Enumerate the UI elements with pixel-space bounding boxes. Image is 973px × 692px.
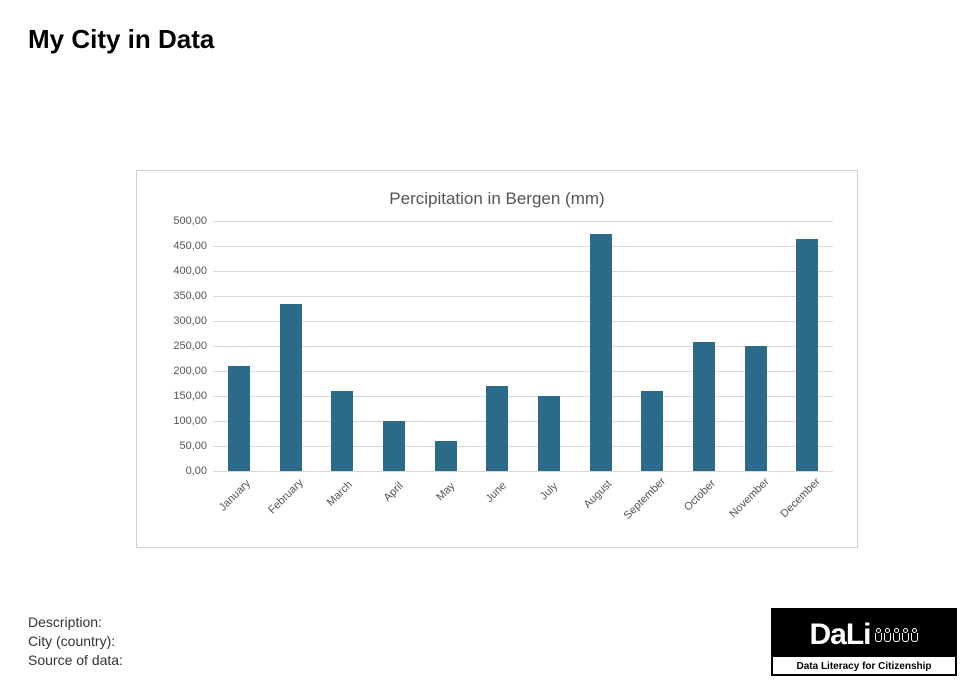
bar-slot	[781, 221, 833, 471]
x-label-slot: February	[265, 477, 317, 537]
bar	[693, 342, 715, 471]
x-label-slot: January	[213, 477, 265, 537]
x-tick-label: April	[381, 480, 405, 504]
x-label-slot: October	[678, 477, 730, 537]
y-tick-label: 250,00	[173, 340, 207, 352]
bar	[280, 304, 302, 472]
person-icon	[884, 628, 892, 642]
bar-slot	[575, 221, 627, 471]
x-tick-label: March	[325, 479, 355, 509]
bar	[538, 396, 560, 471]
bar-slot	[523, 221, 575, 471]
bar	[590, 234, 612, 472]
y-tick-label: 300,00	[173, 315, 207, 327]
plot-area: 0,0050,00100,00150,00200,00250,00300,003…	[213, 221, 833, 471]
x-tick-label: September	[622, 475, 669, 522]
logo-word: DaLi	[809, 618, 870, 652]
meta-description-label: Description:	[28, 613, 123, 632]
bar	[745, 346, 767, 471]
bar-slot	[368, 221, 420, 471]
y-tick-label: 350,00	[173, 290, 207, 302]
meta-city-label: City (country):	[28, 632, 123, 651]
logo-people-icon	[875, 628, 919, 642]
dali-logo: DaLi Data Literacy for Citizenship	[771, 608, 957, 676]
y-tick-label: 450,00	[173, 240, 207, 252]
y-tick-label: 0,00	[186, 465, 207, 477]
bar-slot	[626, 221, 678, 471]
x-tick-label: December	[779, 476, 823, 520]
y-tick-label: 500,00	[173, 215, 207, 227]
x-tick-label: August	[581, 478, 614, 511]
x-label-slot: August	[575, 477, 627, 537]
person-icon	[893, 628, 901, 642]
y-tick-label: 100,00	[173, 415, 207, 427]
meta-block: Description: City (country): Source of d…	[28, 613, 123, 670]
gridline	[213, 471, 833, 472]
x-label-slot: June	[471, 477, 523, 537]
bar-slot	[265, 221, 317, 471]
bar	[331, 391, 353, 471]
x-tick-label: June	[484, 480, 509, 505]
page-title: My City in Data	[28, 24, 214, 55]
x-tick-label: January	[217, 477, 253, 513]
x-tick-label: July	[538, 480, 560, 502]
bar-slot	[678, 221, 730, 471]
y-tick-label: 400,00	[173, 265, 207, 277]
x-tick-label: May	[434, 480, 457, 503]
meta-source-label: Source of data:	[28, 651, 123, 670]
bar	[435, 441, 457, 471]
y-tick-label: 150,00	[173, 390, 207, 402]
bar-slot	[730, 221, 782, 471]
bar-slot	[316, 221, 368, 471]
person-icon	[875, 628, 883, 642]
x-label-slot: December	[781, 477, 833, 537]
logo-tagline: Data Literacy for Citizenship	[773, 657, 955, 674]
x-label-slot: September	[626, 477, 678, 537]
bar-group	[213, 221, 833, 471]
x-axis-labels: January February March April May June July Augu…	[213, 477, 833, 537]
person-icon	[902, 628, 910, 642]
bar-slot	[471, 221, 523, 471]
bar-slot	[213, 221, 265, 471]
x-label-slot: March	[316, 477, 368, 537]
x-tick-label: February	[266, 477, 306, 517]
x-tick-label: October	[682, 477, 718, 513]
bar	[641, 391, 663, 471]
x-label-slot: July	[523, 477, 575, 537]
y-tick-label: 200,00	[173, 365, 207, 377]
precipitation-chart: Percipitation in Bergen (mm) 0,0050,0010…	[136, 170, 858, 548]
logo-top: DaLi	[773, 610, 955, 657]
bar	[796, 239, 818, 472]
bar	[228, 366, 250, 471]
bar	[383, 421, 405, 471]
chart-title: Percipitation in Bergen (mm)	[137, 189, 857, 209]
x-label-slot: April	[368, 477, 420, 537]
x-tick-label: November	[727, 476, 771, 520]
y-tick-label: 50,00	[179, 440, 207, 452]
bar-slot	[420, 221, 472, 471]
bar	[486, 386, 508, 471]
x-label-slot: May	[420, 477, 472, 537]
x-label-slot: November	[730, 477, 782, 537]
person-icon	[911, 628, 919, 642]
